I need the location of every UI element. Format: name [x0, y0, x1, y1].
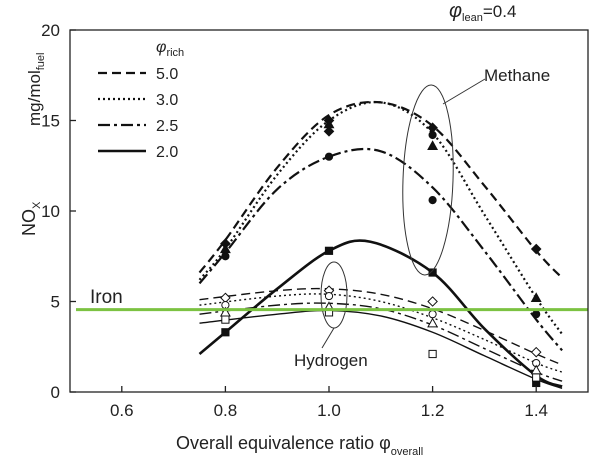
x-tick-label: 1.4 — [524, 401, 548, 420]
x-tick-label: 1.2 — [421, 401, 445, 420]
series-line-methane-2-5 — [198, 147, 563, 352]
y-axis-unit: mg/molfuel — [25, 53, 47, 126]
y-tick-label: 10 — [41, 202, 60, 221]
iron-label: Iron — [90, 287, 123, 308]
markers-group — [219, 115, 542, 388]
data-marker-6 — [324, 152, 334, 161]
data-marker-10 — [428, 196, 437, 205]
axis-ticks: 0.6 0.8 1.0 1.2 1.4 0 5 10 15 20 — [41, 21, 548, 420]
data-marker-21 — [221, 315, 230, 324]
data-marker-23 — [324, 291, 334, 301]
data-marker-15 — [324, 246, 334, 255]
data-marker-29 — [428, 349, 437, 359]
x-axis-title: Overall equivalence ratio φoverall — [176, 433, 423, 458]
x-tick-label: 0.6 — [110, 401, 134, 420]
methane-label: Methane — [484, 66, 550, 85]
legend-label: 3.0 — [156, 92, 178, 109]
y-tick-label: 15 — [41, 112, 60, 131]
series-line-hydrogen-3-0 — [199, 293, 563, 373]
series-line-hydrogen-2-5 — [199, 302, 563, 382]
data-marker-8 — [428, 130, 437, 140]
data-marker-12 — [530, 292, 542, 302]
data-marker-30 — [530, 346, 542, 358]
data-marker-26 — [427, 296, 438, 307]
series-group — [198, 100, 563, 390]
data-marker-27 — [428, 310, 437, 319]
y-axis-title: NOX — [19, 201, 43, 236]
methane-leader-line — [442, 78, 486, 105]
legend-title: φrich — [156, 39, 184, 59]
methane-ellipse — [402, 84, 454, 276]
legend-label: 2.0 — [156, 144, 178, 161]
data-marker-9 — [427, 140, 439, 150]
data-marker-5 — [323, 126, 335, 137]
x-tick-label: 0.8 — [214, 401, 238, 420]
hydrogen-label: Hydrogen — [294, 351, 368, 370]
y-tick-label: 5 — [51, 293, 60, 312]
y-tick-label: 0 — [51, 383, 60, 402]
data-marker-28 — [427, 317, 439, 328]
legend: φrich 5.0 3.0 2.5 2.0 — [98, 39, 184, 161]
data-marker-11 — [530, 243, 542, 255]
data-marker-2 — [221, 252, 230, 261]
legend-label: 2.5 — [156, 118, 178, 135]
x-tick-label: 1.0 — [317, 401, 341, 420]
legend-label: 5.0 — [156, 66, 178, 83]
data-marker-14 — [221, 328, 230, 337]
series-line-methane-5-0 — [198, 100, 563, 279]
legend-entries: 5.0 3.0 2.5 2.0 — [98, 66, 178, 161]
data-marker-33 — [532, 373, 541, 382]
y-tick-label: 20 — [41, 21, 60, 40]
data-marker-16 — [428, 268, 437, 277]
annotation-ellipses — [320, 78, 486, 349]
condition-label: φlean=0.4 — [449, 0, 516, 24]
series-line-hydrogen-2-0 — [199, 309, 563, 390]
data-marker-13 — [532, 310, 541, 319]
hydrogen-leader-line — [321, 327, 335, 349]
